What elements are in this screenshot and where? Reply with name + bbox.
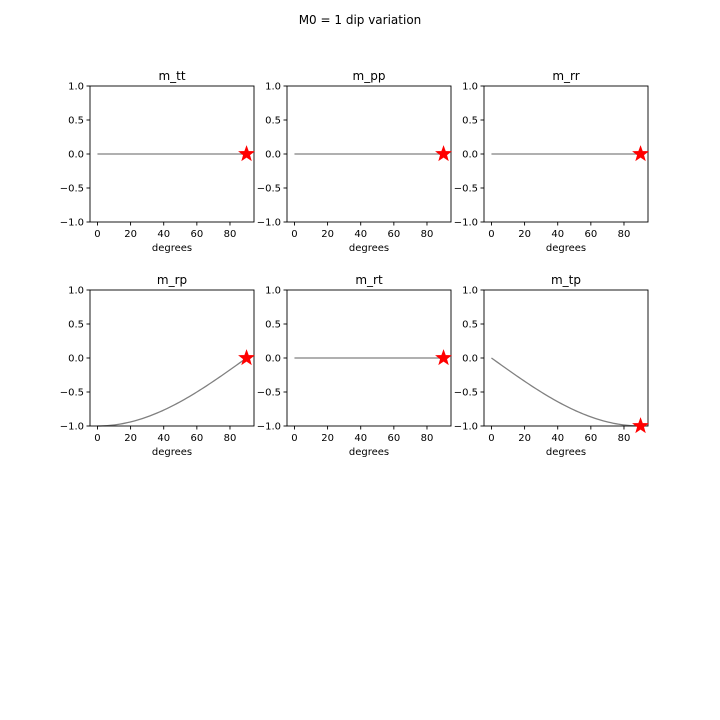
x-tick-label: 60 [190, 433, 203, 444]
x-tick-label: 20 [321, 433, 334, 444]
y-tick-label: 1.0 [68, 286, 84, 297]
x-tick-label: 40 [551, 433, 564, 444]
subplot-m-tp: m_tp 1.0 0.5 0.0 −0.5 −1.0 0 20 40 60 80 degrees [454, 273, 649, 458]
x-tick-label: 0 [94, 229, 100, 240]
y-tick-label: 0.0 [462, 150, 478, 161]
y-tick-label: 0.5 [265, 320, 281, 331]
star-marker [238, 349, 255, 366]
y-tick-label: −0.5 [454, 184, 478, 195]
y-tick-label: 1.0 [265, 82, 281, 93]
x-tick-label: 80 [421, 229, 434, 240]
x-tick-label: 40 [551, 229, 564, 240]
y-tick-label: 0.5 [68, 116, 84, 127]
x-tick-label: 40 [354, 433, 367, 444]
x-tick-label: 80 [224, 433, 237, 444]
y-tick-label: −0.5 [454, 388, 478, 399]
y-tick-label: −1.0 [257, 422, 281, 433]
subplot-m-rr: m_rr 1.0 0.5 0.0 −0.5 −1.0 0 20 40 60 80 degrees [454, 69, 649, 254]
x-axis-label: degrees [152, 447, 192, 458]
y-tick-label: 0.5 [265, 116, 281, 127]
x-tick-label: 80 [618, 229, 631, 240]
y-tick-label: −0.5 [60, 388, 84, 399]
x-tick-label: 40 [354, 229, 367, 240]
x-axis-label: degrees [546, 243, 586, 254]
y-tick-label: −0.5 [257, 388, 281, 399]
star-marker [435, 145, 452, 162]
x-tick-label: 60 [190, 229, 203, 240]
subplot-title: m_rp [157, 273, 187, 287]
y-tick-label: −1.0 [454, 422, 478, 433]
y-tick-label: −0.5 [257, 184, 281, 195]
figure-suptitle: M0 = 1 dip variation [299, 13, 422, 27]
x-tick-label: 0 [488, 433, 494, 444]
subplot-title: m_tt [158, 69, 185, 83]
subplot-title: m_rr [552, 69, 579, 83]
y-tick-label: 1.0 [265, 286, 281, 297]
x-tick-label: 0 [94, 433, 100, 444]
x-tick-label: 80 [421, 433, 434, 444]
x-tick-label: 60 [584, 229, 597, 240]
x-tick-label: 80 [224, 229, 237, 240]
y-tick-label: −1.0 [454, 218, 478, 229]
y-tick-label: 0.0 [68, 354, 84, 365]
y-tick-label: 0.5 [462, 320, 478, 331]
subplot-title: m_pp [353, 69, 386, 83]
x-tick-label: 0 [488, 229, 494, 240]
y-tick-label: −1.0 [60, 422, 84, 433]
x-tick-label: 0 [291, 433, 297, 444]
x-axis-label: degrees [546, 447, 586, 458]
x-tick-label: 20 [124, 229, 137, 240]
x-tick-label: 60 [584, 433, 597, 444]
x-tick-label: 20 [518, 433, 531, 444]
x-tick-label: 60 [387, 433, 400, 444]
y-tick-label: 0.0 [265, 150, 281, 161]
y-tick-label: 1.0 [462, 286, 478, 297]
y-tick-label: 1.0 [462, 82, 478, 93]
star-marker [632, 417, 649, 434]
x-tick-label: 60 [387, 229, 400, 240]
x-tick-label: 40 [157, 433, 170, 444]
x-tick-label: 20 [124, 433, 137, 444]
x-tick-label: 20 [518, 229, 531, 240]
star-marker [632, 145, 649, 162]
y-tick-label: 0.5 [462, 116, 478, 127]
y-tick-label: −1.0 [257, 218, 281, 229]
y-tick-label: 0.0 [462, 354, 478, 365]
x-tick-label: 20 [321, 229, 334, 240]
subplot-title: m_rt [355, 273, 383, 287]
series-line [97, 357, 247, 427]
x-axis-label: degrees [349, 243, 389, 254]
x-axis-label: degrees [152, 243, 192, 254]
y-tick-label: 0.5 [68, 320, 84, 331]
y-tick-label: −0.5 [60, 184, 84, 195]
subplots-grid: m_tt1.00.50.0−0.5−1.00 20 40 60 80degreesm_p… [60, 69, 649, 458]
y-tick-label: 0.0 [68, 150, 84, 161]
subplot-m-rt: m_rt 1.0 0.5 0.0 −0.5 −1.0 0 20 40 60 80 degrees [257, 273, 452, 458]
series-line [491, 357, 641, 427]
subplot-title: m_tp [551, 273, 581, 287]
y-tick-label: 0.0 [265, 354, 281, 365]
subplot-m-pp: m_pp 1.0 0.5 0.0 −0.5 −1.0 0 20 40 60 80 degrees [257, 69, 452, 254]
y-tick-label: −1.0 [60, 218, 84, 229]
x-axis-label: degrees [349, 447, 389, 458]
x-tick-label: 40 [157, 229, 170, 240]
subplot-m-rp: m_rp 1.0 0.5 0.0 −0.5 −1.0 0 20 40 60 80 degrees [60, 273, 255, 458]
x-tick-label: 0 [291, 229, 297, 240]
y-tick-label: 1.0 [68, 82, 84, 93]
subplot-m-tt: m_tt 1.0 0.5 0.0 −0.5 −1.0 0 20 40 60 80 degrees [60, 69, 255, 254]
star-marker [435, 349, 452, 366]
star-marker [238, 145, 255, 162]
x-tick-label: 80 [618, 433, 631, 444]
